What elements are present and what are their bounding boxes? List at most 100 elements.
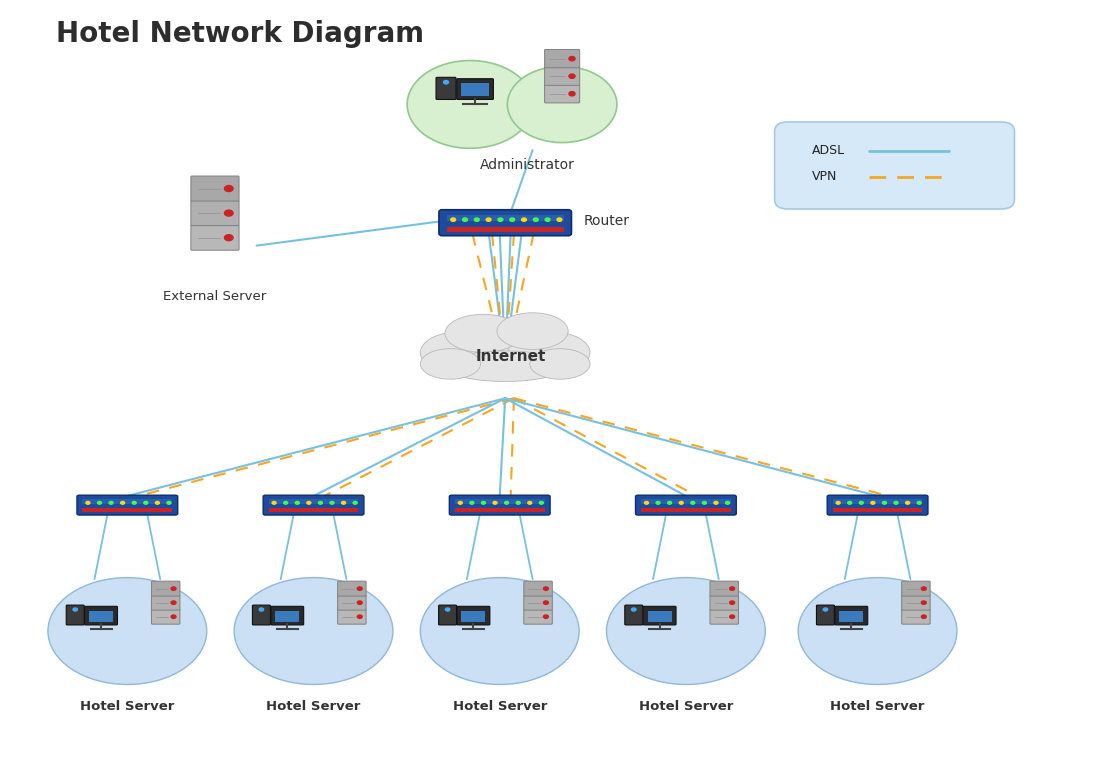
Circle shape bbox=[883, 502, 886, 504]
Circle shape bbox=[341, 502, 346, 504]
Circle shape bbox=[544, 615, 548, 618]
Circle shape bbox=[259, 608, 264, 611]
Circle shape bbox=[730, 601, 735, 604]
Circle shape bbox=[357, 601, 362, 604]
FancyBboxPatch shape bbox=[457, 79, 493, 100]
Circle shape bbox=[516, 502, 520, 504]
Ellipse shape bbox=[507, 67, 617, 142]
Circle shape bbox=[446, 608, 450, 611]
FancyBboxPatch shape bbox=[461, 611, 485, 622]
Circle shape bbox=[631, 608, 636, 611]
Text: Administrator: Administrator bbox=[480, 158, 574, 172]
Ellipse shape bbox=[234, 578, 393, 685]
FancyBboxPatch shape bbox=[524, 581, 552, 596]
FancyBboxPatch shape bbox=[152, 609, 180, 624]
FancyBboxPatch shape bbox=[641, 508, 731, 512]
FancyBboxPatch shape bbox=[774, 122, 1015, 209]
Text: Hotel Network Diagram: Hotel Network Diagram bbox=[56, 21, 424, 48]
FancyBboxPatch shape bbox=[461, 83, 489, 97]
Circle shape bbox=[306, 502, 311, 504]
Circle shape bbox=[837, 502, 840, 504]
FancyBboxPatch shape bbox=[89, 611, 113, 622]
FancyBboxPatch shape bbox=[901, 581, 930, 596]
Circle shape bbox=[569, 57, 575, 61]
Circle shape bbox=[544, 601, 548, 604]
FancyBboxPatch shape bbox=[85, 607, 117, 625]
FancyBboxPatch shape bbox=[901, 595, 930, 611]
Ellipse shape bbox=[606, 578, 765, 685]
FancyBboxPatch shape bbox=[901, 609, 930, 624]
Ellipse shape bbox=[421, 349, 481, 379]
Circle shape bbox=[528, 502, 531, 504]
Circle shape bbox=[224, 234, 233, 241]
FancyBboxPatch shape bbox=[436, 77, 456, 100]
Circle shape bbox=[730, 615, 735, 618]
FancyBboxPatch shape bbox=[337, 595, 366, 611]
Circle shape bbox=[714, 502, 718, 504]
Circle shape bbox=[498, 218, 503, 221]
Circle shape bbox=[509, 218, 515, 221]
FancyBboxPatch shape bbox=[276, 611, 300, 622]
FancyBboxPatch shape bbox=[643, 607, 676, 625]
FancyBboxPatch shape bbox=[191, 225, 239, 250]
FancyBboxPatch shape bbox=[152, 595, 180, 611]
Circle shape bbox=[474, 218, 479, 221]
FancyBboxPatch shape bbox=[710, 609, 739, 624]
Circle shape bbox=[462, 218, 468, 221]
Circle shape bbox=[451, 218, 456, 221]
Circle shape bbox=[144, 502, 148, 504]
Ellipse shape bbox=[530, 349, 590, 379]
Circle shape bbox=[917, 502, 921, 504]
FancyBboxPatch shape bbox=[264, 495, 363, 515]
FancyBboxPatch shape bbox=[269, 499, 358, 504]
FancyBboxPatch shape bbox=[636, 495, 737, 515]
FancyBboxPatch shape bbox=[457, 607, 490, 625]
Circle shape bbox=[224, 210, 233, 216]
FancyBboxPatch shape bbox=[545, 67, 580, 85]
Circle shape bbox=[730, 587, 735, 591]
FancyBboxPatch shape bbox=[832, 499, 922, 504]
FancyBboxPatch shape bbox=[66, 605, 85, 625]
FancyBboxPatch shape bbox=[834, 607, 867, 625]
Text: ADSL: ADSL bbox=[811, 145, 845, 158]
Circle shape bbox=[860, 502, 863, 504]
Text: External Server: External Server bbox=[164, 290, 267, 303]
Circle shape bbox=[283, 502, 288, 504]
Circle shape bbox=[86, 502, 90, 504]
Circle shape bbox=[481, 502, 485, 504]
FancyBboxPatch shape bbox=[191, 176, 239, 201]
FancyBboxPatch shape bbox=[447, 215, 563, 221]
FancyBboxPatch shape bbox=[524, 595, 552, 611]
FancyBboxPatch shape bbox=[191, 201, 239, 226]
Circle shape bbox=[171, 615, 176, 618]
Text: Router: Router bbox=[584, 214, 630, 228]
Ellipse shape bbox=[497, 313, 568, 349]
Circle shape bbox=[493, 502, 497, 504]
Circle shape bbox=[72, 608, 77, 611]
Ellipse shape bbox=[421, 332, 503, 374]
FancyBboxPatch shape bbox=[455, 499, 545, 504]
Circle shape bbox=[668, 502, 672, 504]
Circle shape bbox=[98, 502, 101, 504]
Circle shape bbox=[224, 185, 233, 192]
Circle shape bbox=[546, 218, 550, 221]
Circle shape bbox=[657, 502, 660, 504]
Ellipse shape bbox=[421, 578, 579, 685]
Circle shape bbox=[539, 502, 544, 504]
Circle shape bbox=[544, 587, 548, 591]
Circle shape bbox=[354, 502, 357, 504]
Ellipse shape bbox=[508, 332, 590, 374]
Circle shape bbox=[824, 608, 828, 611]
FancyBboxPatch shape bbox=[832, 508, 922, 512]
FancyBboxPatch shape bbox=[827, 495, 928, 515]
Circle shape bbox=[680, 502, 683, 504]
Text: VPN: VPN bbox=[811, 170, 838, 183]
FancyBboxPatch shape bbox=[82, 499, 172, 504]
Circle shape bbox=[726, 502, 729, 504]
FancyBboxPatch shape bbox=[77, 495, 178, 515]
Circle shape bbox=[557, 218, 562, 221]
FancyBboxPatch shape bbox=[337, 609, 366, 624]
FancyBboxPatch shape bbox=[439, 210, 571, 236]
FancyBboxPatch shape bbox=[545, 50, 580, 67]
Ellipse shape bbox=[445, 351, 565, 381]
